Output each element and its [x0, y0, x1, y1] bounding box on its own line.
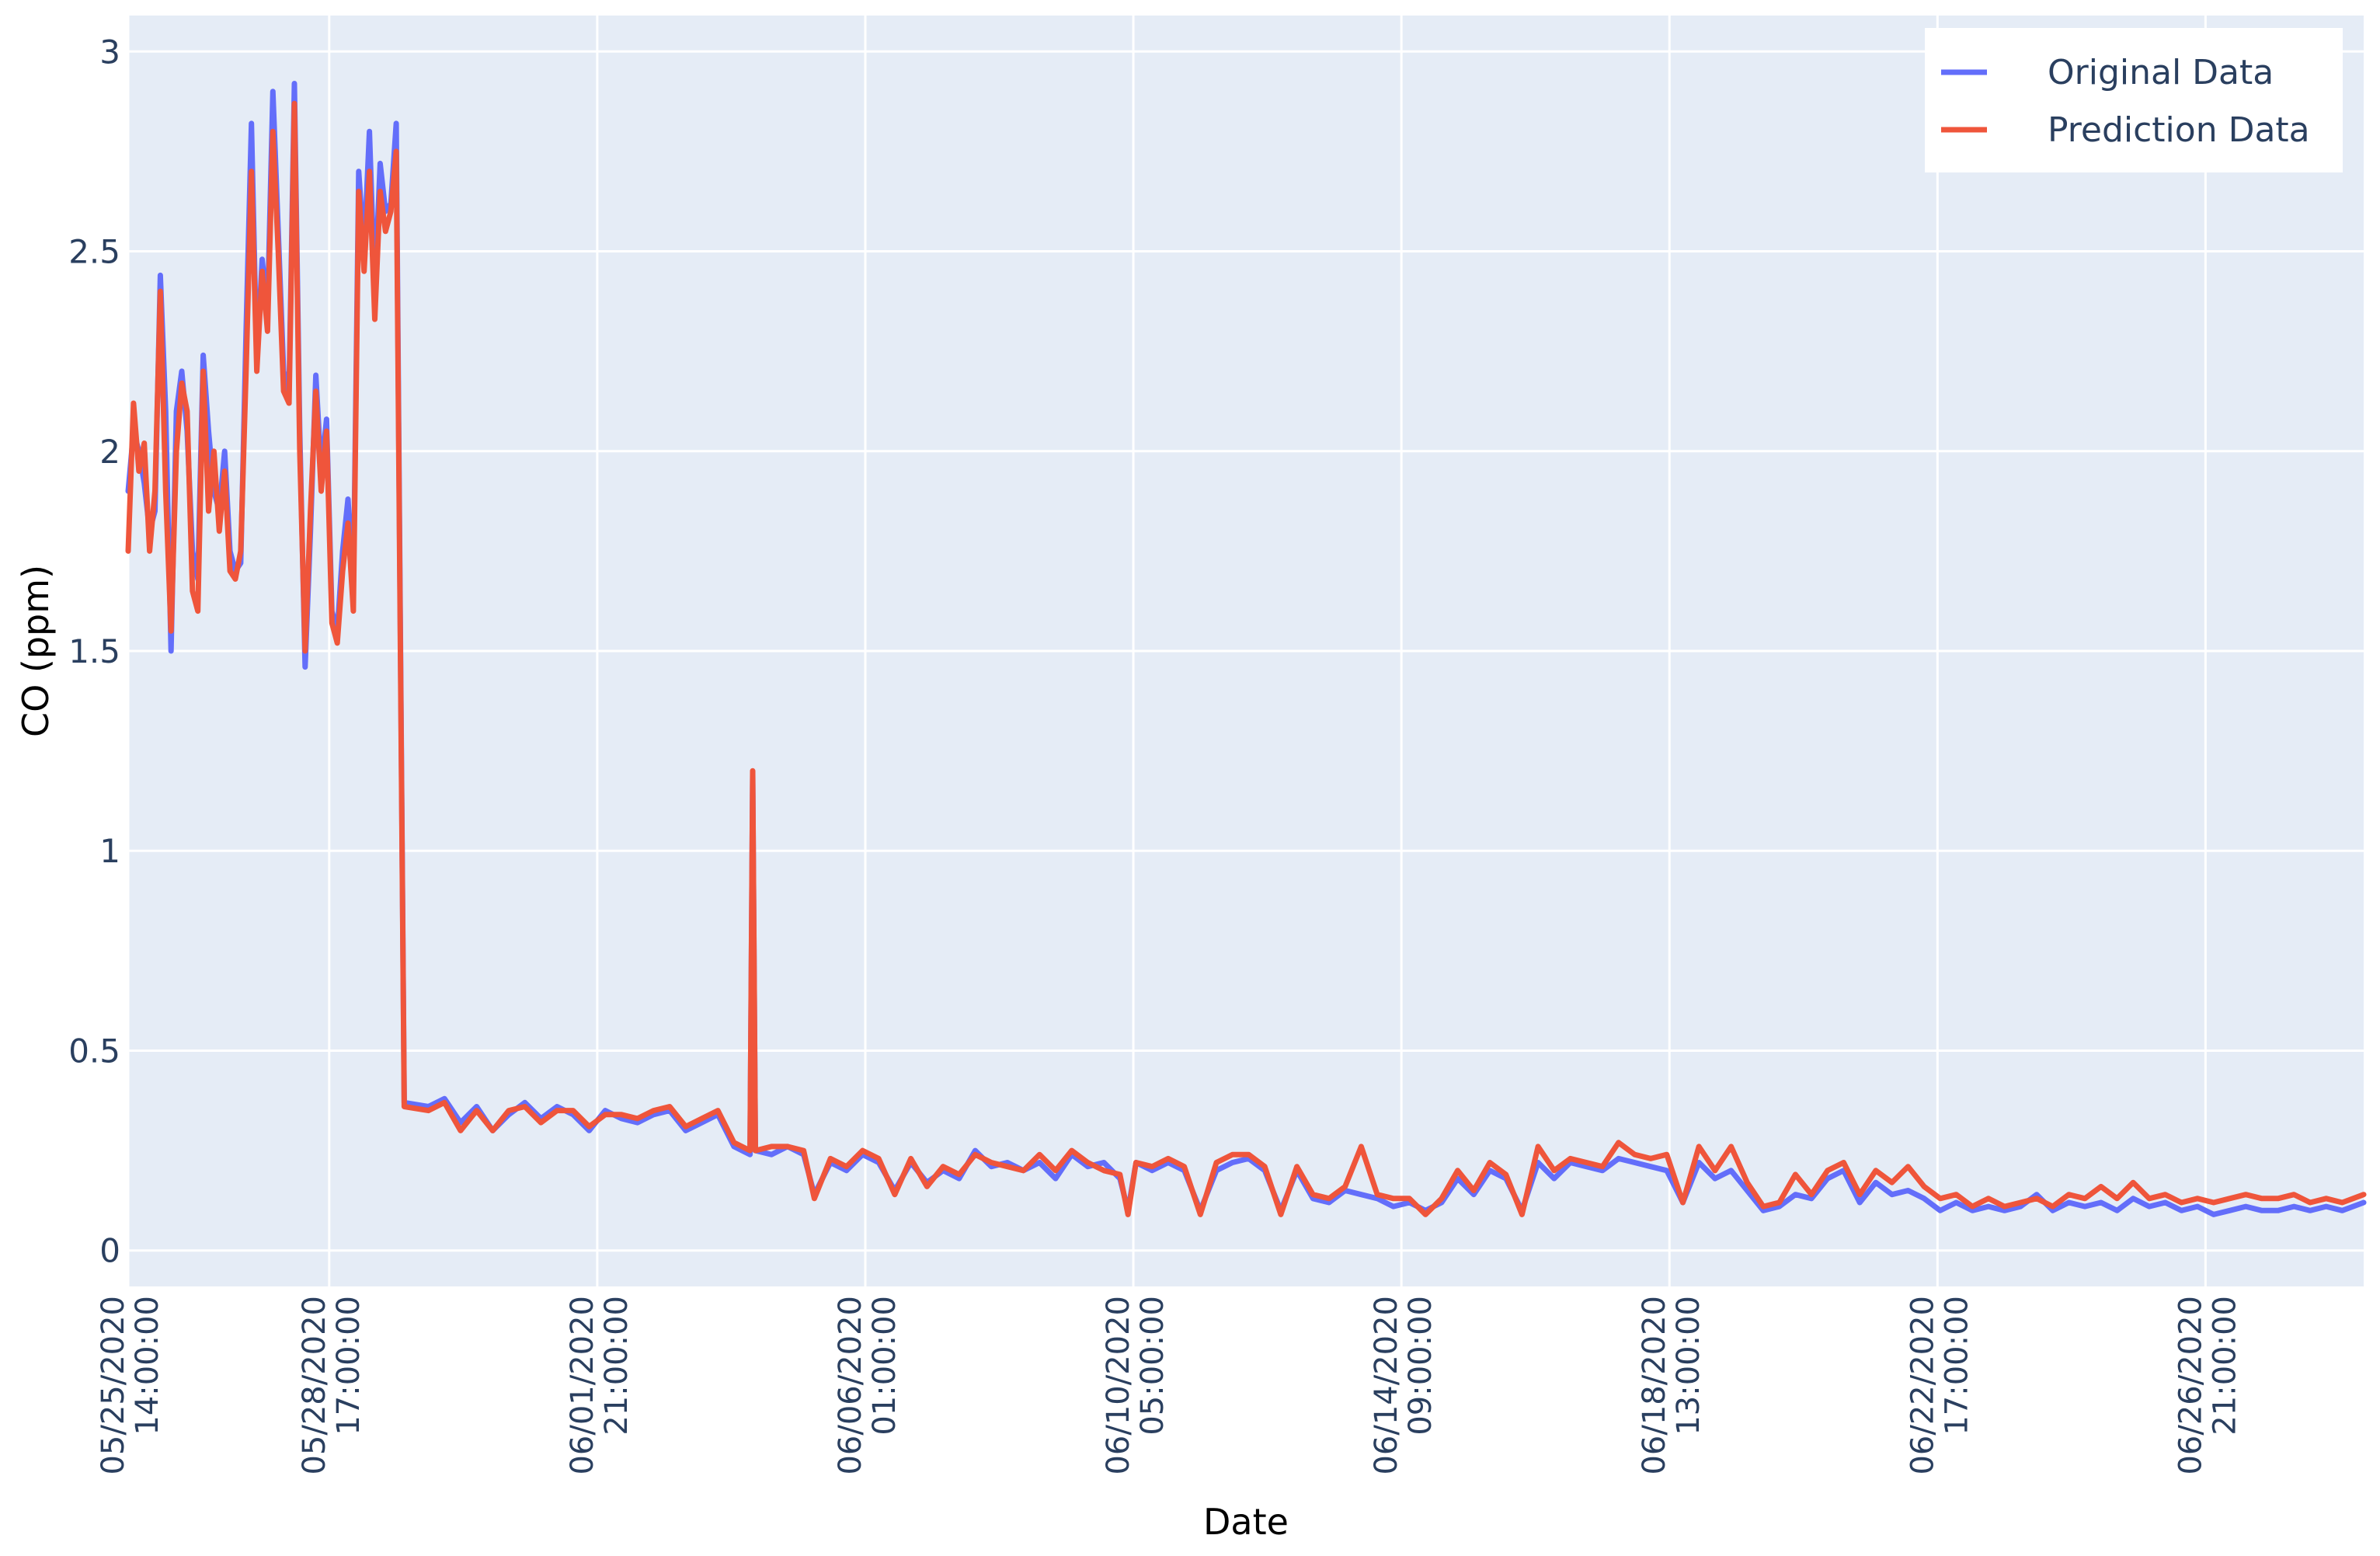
- x-tick-time: 21:00:00: [599, 1296, 635, 1436]
- x-tick-time: 21:00:00: [2207, 1296, 2243, 1436]
- x-tick-time: 05:00:00: [1135, 1296, 1171, 1436]
- x-tick-date: 06/26/2020: [2173, 1296, 2208, 1475]
- x-tick-time: 01:00:00: [867, 1296, 903, 1436]
- legend-box: [1925, 28, 2343, 172]
- y-tick-label: 2: [99, 433, 120, 471]
- series-lines: [125, 81, 2367, 1217]
- legend-label-original: Original Data: [2048, 53, 2274, 92]
- x-tick-date: 06/14/2020: [1369, 1296, 1404, 1475]
- y-tick-label: 1.5: [68, 632, 120, 670]
- y-tick-label: 2.5: [68, 233, 120, 271]
- x-tick-date: 06/22/2020: [1905, 1296, 1940, 1475]
- y-tick-label: 1: [99, 832, 120, 870]
- x-axis-label: Date: [1203, 1501, 1289, 1543]
- x-tick-time: 17:00:00: [331, 1296, 367, 1436]
- y-axis-label: CO (ppm): [15, 565, 57, 737]
- y-gridlines: [128, 50, 2364, 1252]
- y-axis-ticks: 0 0.5 1 1.5 2 2.5 3: [68, 33, 120, 1269]
- x-tick-date: 06/01/2020: [565, 1296, 600, 1475]
- y-tick-label: 0.5: [68, 1032, 120, 1070]
- legend-label-prediction: Prediction Data: [2048, 110, 2310, 150]
- x-tick-date: 06/18/2020: [1637, 1296, 1672, 1475]
- y-tick-label: 3: [99, 33, 120, 71]
- x-tick-time: 17:00:00: [1939, 1296, 1975, 1436]
- x-tick-time: 14:00:00: [130, 1296, 165, 1436]
- series-line-prediction: [125, 100, 2367, 1217]
- x-tick-time: 13:00:00: [1671, 1296, 1707, 1436]
- x-tick-date: 05/28/2020: [297, 1296, 332, 1475]
- x-tick-date: 05/25/2020: [96, 1296, 131, 1475]
- y-tick-label: 0: [99, 1232, 120, 1270]
- x-tick-date: 06/10/2020: [1101, 1296, 1136, 1475]
- legend: Original Data Prediction Data: [1925, 28, 2343, 172]
- x-tick-date: 06/06/2020: [833, 1296, 868, 1475]
- x-tick-time: 09:00:00: [1403, 1296, 1439, 1436]
